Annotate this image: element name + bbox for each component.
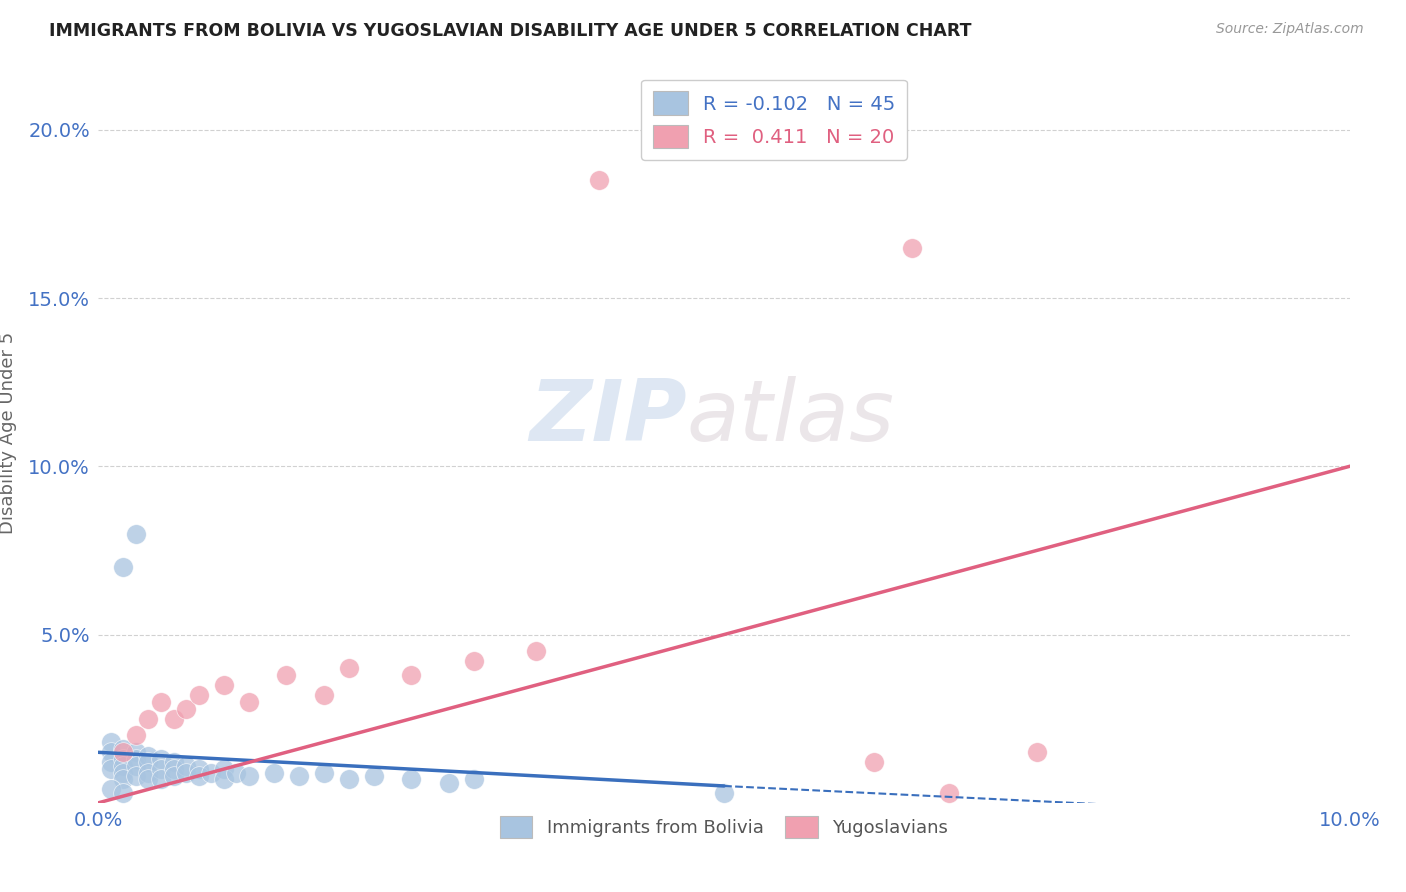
Point	[187, 769, 209, 783]
Point	[174, 701, 197, 715]
Point	[125, 729, 148, 743]
Point	[401, 772, 423, 787]
Point	[363, 769, 385, 783]
Point	[112, 560, 135, 574]
Point	[138, 765, 160, 780]
Point	[138, 772, 160, 787]
Point	[100, 756, 122, 770]
Point	[112, 786, 135, 800]
Point	[125, 752, 148, 766]
Point	[174, 765, 197, 780]
Point	[112, 758, 135, 772]
Point	[238, 695, 260, 709]
Point	[238, 769, 260, 783]
Point	[263, 765, 285, 780]
Text: ZIP: ZIP	[529, 376, 686, 459]
Point	[100, 735, 122, 749]
Text: Source: ZipAtlas.com: Source: ZipAtlas.com	[1216, 22, 1364, 37]
Point	[162, 769, 184, 783]
Point	[287, 769, 309, 783]
Point	[138, 756, 160, 770]
Point	[150, 762, 173, 776]
Legend: Immigrants from Bolivia, Yugoslavians: Immigrants from Bolivia, Yugoslavians	[492, 809, 956, 846]
Point	[150, 772, 173, 787]
Point	[938, 786, 960, 800]
Point	[713, 786, 735, 800]
Point	[125, 758, 148, 772]
Point	[150, 695, 173, 709]
Point	[162, 712, 184, 726]
Point	[187, 688, 209, 702]
Point	[401, 668, 423, 682]
Point	[187, 762, 209, 776]
Point	[337, 661, 360, 675]
Point	[212, 678, 235, 692]
Point	[112, 765, 135, 780]
Point	[150, 752, 173, 766]
Point	[212, 772, 235, 787]
Point	[588, 173, 610, 187]
Point	[138, 712, 160, 726]
Point	[337, 772, 360, 787]
Point	[112, 772, 135, 787]
Point	[225, 765, 247, 780]
Point	[312, 688, 335, 702]
Point	[437, 775, 460, 789]
Point	[100, 762, 122, 776]
Point	[1026, 745, 1049, 759]
Point	[138, 748, 160, 763]
Point	[200, 765, 222, 780]
Point	[125, 769, 148, 783]
Point	[863, 756, 886, 770]
Point	[274, 668, 298, 682]
Point	[100, 745, 122, 759]
Point	[900, 240, 922, 255]
Point	[463, 655, 485, 669]
Point	[112, 742, 135, 756]
Y-axis label: Disability Age Under 5: Disability Age Under 5	[0, 332, 17, 533]
Point	[312, 765, 335, 780]
Point	[162, 762, 184, 776]
Text: atlas: atlas	[686, 376, 894, 459]
Point	[162, 756, 184, 770]
Point	[174, 758, 197, 772]
Point	[463, 772, 485, 787]
Point	[100, 782, 122, 797]
Point	[125, 745, 148, 759]
Point	[112, 745, 135, 759]
Point	[212, 762, 235, 776]
Point	[112, 752, 135, 766]
Point	[526, 644, 548, 658]
Point	[125, 526, 148, 541]
Text: IMMIGRANTS FROM BOLIVIA VS YUGOSLAVIAN DISABILITY AGE UNDER 5 CORRELATION CHART: IMMIGRANTS FROM BOLIVIA VS YUGOSLAVIAN D…	[49, 22, 972, 40]
